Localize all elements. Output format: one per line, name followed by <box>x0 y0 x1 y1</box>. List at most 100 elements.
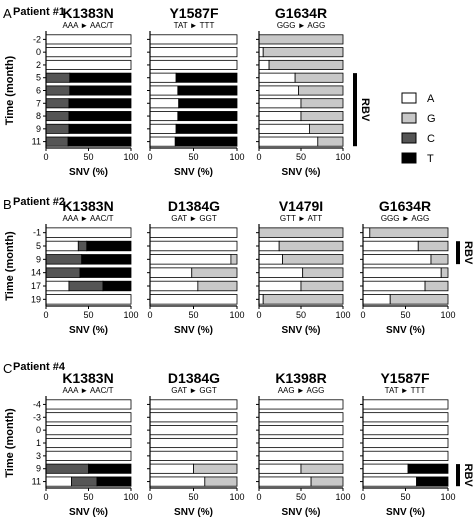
bar-segment-a <box>258 240 280 252</box>
bar-segment-a <box>362 267 442 278</box>
y-tick-label: 5 <box>36 241 41 251</box>
bar-segment-a <box>45 425 132 436</box>
x-tick-label: 0 <box>256 152 261 162</box>
subplot-title: V1479I <box>279 198 323 214</box>
subplot-title: K1383N <box>62 198 113 214</box>
bar-segment-c <box>45 267 81 278</box>
subplot-title: K1383N <box>62 5 113 21</box>
bar-segment-a <box>45 280 70 292</box>
y-tick-label: 1 <box>36 438 41 448</box>
x-tick-label: 100 <box>335 492 350 502</box>
bar-segment-a <box>362 450 449 461</box>
bar-segment-a <box>258 399 344 410</box>
x-tick-label: 0 <box>147 310 152 320</box>
mutation-label: AAG ► AGG <box>278 386 325 395</box>
bar-segment-c <box>77 240 88 252</box>
x-tick-label: 100 <box>440 492 455 502</box>
legend-label-a: A <box>427 93 435 105</box>
bar-segment-c <box>45 72 71 83</box>
rbv-bar <box>353 73 357 147</box>
bar-segment-c <box>68 280 104 292</box>
bar-segment-a <box>45 227 132 238</box>
bar-segment-a <box>149 240 238 252</box>
mutation-label: GGG ► AGG <box>277 21 325 30</box>
bar-segment-a <box>149 98 180 109</box>
y-tick-label: -4 <box>33 399 41 409</box>
x-axis-label: SNV (%) <box>69 167 108 178</box>
bar-segment-c <box>45 463 89 474</box>
bar-segment-a <box>45 294 132 305</box>
subplot-title: D1384G <box>168 370 220 386</box>
x-tick-label: 100 <box>229 492 244 502</box>
y-tick-label: 8 <box>36 111 41 121</box>
legend-swatch-c <box>401 132 417 144</box>
bar-segment-a <box>258 111 302 122</box>
legend-label-c: C <box>427 133 435 145</box>
y-tick-label: -1 <box>33 228 41 238</box>
patient-title: Patient #2 <box>13 196 65 208</box>
x-tick-label: 100 <box>335 310 350 320</box>
x-tick-label: 0 <box>360 310 365 320</box>
bar-segment-g <box>369 227 449 238</box>
bar-segment-a <box>45 476 72 487</box>
y-tick-label: 7 <box>36 98 41 108</box>
bar-segment-a <box>45 399 132 410</box>
bar-segment-g <box>197 280 238 292</box>
bar-segment-a <box>258 450 344 461</box>
bar-segment-a <box>258 98 302 109</box>
y-tick-label: 5 <box>36 73 41 83</box>
bar-segment-a <box>258 425 344 436</box>
rbv-bar <box>456 464 460 487</box>
bar-segment-a <box>149 450 238 461</box>
y-tick-label: 6 <box>36 86 41 96</box>
x-tick-label: 0 <box>360 492 365 502</box>
bar-segment-a <box>149 294 238 305</box>
bar-segment-g <box>310 476 344 487</box>
bar-segment-t <box>68 123 132 134</box>
bar-segment-a <box>149 280 199 292</box>
x-tick-label: 50 <box>400 310 410 320</box>
x-axis-label: SNV (%) <box>386 325 425 336</box>
x-tick-label: 50 <box>83 310 93 320</box>
mutation-label: GGG ► AGG <box>381 214 429 223</box>
bar-segment-a <box>149 59 238 70</box>
bar-segment-a <box>258 59 270 70</box>
bar-segment-g <box>317 136 344 147</box>
y-tick-label: 14 <box>31 268 41 278</box>
bar-segment-g <box>440 267 449 278</box>
bar-segment-a <box>45 412 132 423</box>
subplot-title: G1634R <box>379 198 431 214</box>
bar-segment-c <box>45 111 70 122</box>
bar-segment-t <box>88 463 132 474</box>
x-axis-label: SNV (%) <box>386 507 425 518</box>
bar-segment-t <box>407 463 449 474</box>
legend-label-g: G <box>427 113 436 125</box>
x-tick-label: 0 <box>147 152 152 162</box>
bar-segment-a <box>149 123 177 134</box>
bar-segment-t <box>102 280 132 292</box>
rbv-label: RBV <box>359 98 371 122</box>
x-tick-label: 0 <box>43 492 48 502</box>
bar-segment-a <box>149 437 238 449</box>
bar-segment-g <box>300 463 344 474</box>
bar-segment-g <box>258 227 344 238</box>
bar-segment-g <box>302 267 344 278</box>
x-tick-label: 100 <box>335 152 350 162</box>
y-tick-label: 17 <box>31 281 41 291</box>
rbv-label: RBV <box>462 241 474 265</box>
x-axis-label: SNV (%) <box>69 507 108 518</box>
x-tick-label: 100 <box>440 310 455 320</box>
bar-segment-t <box>416 476 449 487</box>
y-tick-label: 11 <box>32 477 41 487</box>
rbv-bar <box>456 241 460 265</box>
bar-segment-t <box>177 111 238 122</box>
y-tick-label: -3 <box>33 412 41 422</box>
bar-segment-t <box>81 254 132 265</box>
bar-segment-g <box>258 34 344 45</box>
y-tick-label: 0 <box>36 47 41 57</box>
bar-segment-a <box>149 111 179 122</box>
